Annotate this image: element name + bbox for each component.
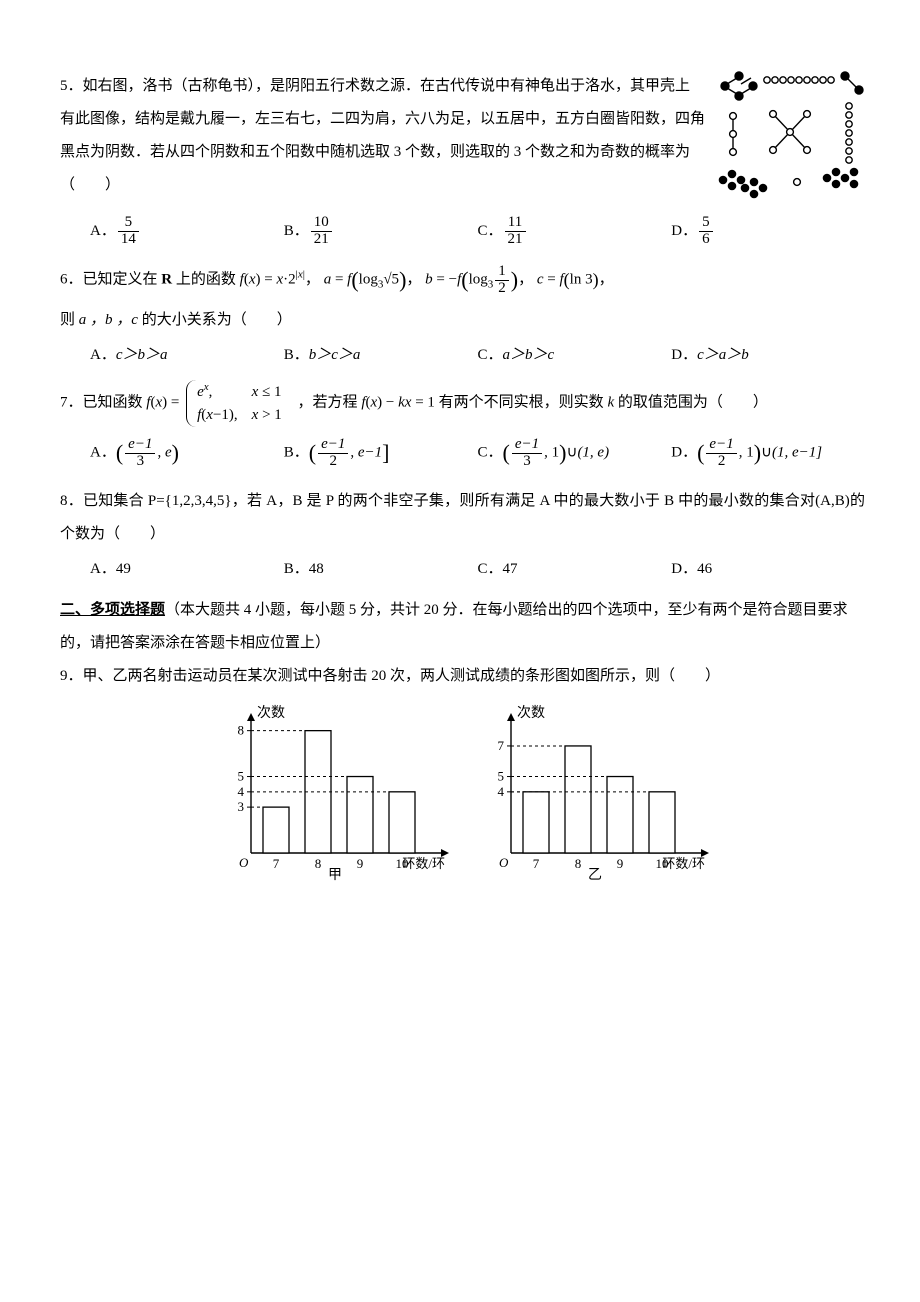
- svg-text:O: O: [499, 855, 509, 870]
- q9-text: 甲、乙两名射击运动员在某次测试中各射击 20 次，两人测试成绩的条形图如图所示，…: [83, 668, 721, 684]
- svg-text:7: 7: [532, 856, 539, 871]
- q6-set-R: R: [161, 272, 172, 288]
- q5-opt-b: B．1021: [284, 215, 478, 248]
- q5-opt-c: C．1121: [478, 215, 672, 248]
- q8-opt-b: B．48: [284, 553, 478, 586]
- q8-options: A．49 B．48 C．47 D．46: [90, 553, 865, 586]
- q7-opt-b: B．(e−12, e−1]: [284, 429, 478, 477]
- q6-opt-b: B．b＞c＞a: [284, 339, 478, 372]
- q6-options: A．c＞b＞a B．b＞c＞a C．a＞b＞c D．c＞a＞b: [90, 339, 865, 372]
- q6-opt-d: D．c＞a＞b: [671, 339, 865, 372]
- q7-options: A．(e−13, e) B．(e−12, e−1] C．(e−13, 1)∪(1…: [90, 429, 865, 477]
- q7-num: 7．: [60, 395, 83, 411]
- question-8: 8．已知集合 P={1,2,3,4,5}，若 A，B 是 P 的两个非空子集，则…: [60, 485, 865, 586]
- q5-opt-a: A．514: [90, 215, 284, 248]
- q8-opt-a: A．49: [90, 553, 284, 586]
- svg-text:3: 3: [237, 799, 244, 814]
- svg-text:8: 8: [314, 856, 321, 871]
- q8-num: 8．: [60, 493, 83, 509]
- svg-text:9: 9: [356, 856, 363, 871]
- section-2-desc: （本大题共 4 小题，每小题 5 分，共计 20 分．在每小题给出的四个选项中，…: [60, 602, 848, 651]
- svg-text:O: O: [239, 855, 249, 870]
- q6-opt-c: C．a＞b＞c: [478, 339, 672, 372]
- q9-charts: 次数3458O78910环数/环甲 次数457O78910环数/环乙: [60, 701, 865, 881]
- q5-text: 5．如右图，洛书（古称龟书），是阴阳五行术数之源．在古代传说中有神龟出于洛水，其…: [60, 78, 705, 193]
- question-5: 5．如右图，洛书（古称龟书），是阴阳五行术数之源．在古代传说中有神龟出于洛水，其…: [60, 70, 865, 248]
- q6-opt-a: A．c＞b＞a: [90, 339, 284, 372]
- chart-jia: 次数3458O78910环数/环甲: [213, 701, 453, 881]
- svg-text:9: 9: [616, 856, 623, 871]
- luoshu-diagram: [715, 70, 865, 213]
- section-2-header: 二、多项选择题（本大题共 4 小题，每小题 5 分，共计 20 分．在每小题给出…: [60, 594, 865, 660]
- q7-opt-c: C．(e−13, 1)∪(1, e): [478, 429, 672, 477]
- section-2-title: 二、多项选择题: [60, 602, 165, 618]
- q6-lead: 已知定义在: [83, 272, 162, 288]
- svg-text:乙: 乙: [588, 867, 602, 881]
- svg-text:4: 4: [237, 784, 244, 799]
- q5-options: A．514 B．1021 C．1121 D．56: [90, 215, 865, 248]
- q8-opt-d: D．46: [671, 553, 865, 586]
- svg-text:次数: 次数: [257, 705, 285, 721]
- q5-opt-d: D．56: [671, 215, 865, 248]
- q6-num: 6．: [60, 272, 83, 288]
- svg-text:7: 7: [497, 738, 504, 753]
- q8-text: 已知集合 P={1,2,3,4,5}，若 A，B 是 P 的两个非空子集，则所有…: [60, 493, 865, 542]
- q9-num: 9．: [60, 668, 83, 684]
- svg-text:7: 7: [272, 856, 279, 871]
- question-7: 7．已知函数 f(x) = ex,x ≤ 1 f(x−1),x > 1 ，若方程…: [60, 380, 865, 477]
- svg-text:5: 5: [497, 769, 504, 784]
- svg-text:环数/环: 环数/环: [402, 856, 445, 871]
- q8-opt-c: C．47: [478, 553, 672, 586]
- q7-opt-d: D．(e−12, 1)∪(1, e−1]: [671, 429, 865, 477]
- svg-text:8: 8: [237, 723, 244, 738]
- question-6: 6．已知定义在 R 上的函数 f(x) = x·2|x|， a = f(log3…: [60, 256, 865, 372]
- q7-opt-a: A．(e−13, e): [90, 429, 284, 477]
- svg-text:4: 4: [497, 784, 504, 799]
- chart-yi: 次数457O78910环数/环乙: [473, 701, 713, 881]
- question-9: 9．甲、乙两名射击运动员在某次测试中各射击 20 次，两人测试成绩的条形图如图所…: [60, 660, 865, 881]
- svg-text:5: 5: [237, 769, 244, 784]
- svg-text:环数/环: 环数/环: [662, 856, 705, 871]
- svg-text:8: 8: [574, 856, 581, 871]
- svg-text:甲: 甲: [328, 868, 342, 881]
- svg-text:次数: 次数: [517, 705, 545, 721]
